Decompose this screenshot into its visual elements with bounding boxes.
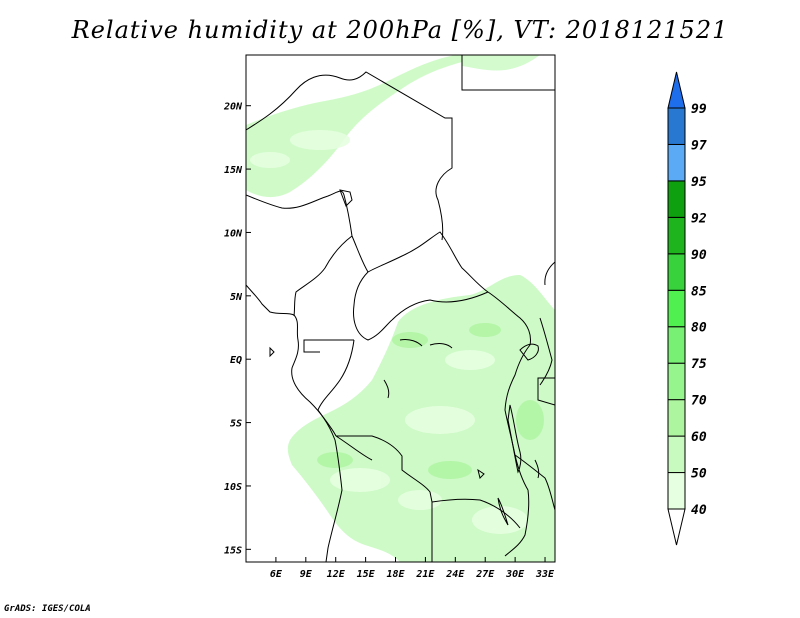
colorbar-segment [667,289,686,328]
lon-tick-label: 18E [386,569,405,580]
colorbar-level-label: 99 [691,102,707,117]
colorbar-level-label: 92 [691,211,707,226]
lon-tick-label: 27E [475,569,495,580]
lon-tick-label: 9E [300,569,313,580]
colorbar-high-triangle [667,71,686,109]
west-coastline [246,284,343,562]
colorbar-segment [667,326,686,364]
lon-tick-label: 24E [445,569,465,580]
footer-credit: GrADS: IGES/COLA [4,604,91,614]
colorbar-level-label: 97 [691,138,707,153]
lon-tick-label: 15E [357,569,376,580]
lat-tick-label: 5S [230,419,242,430]
colorbar-level-label: 70 [691,394,707,409]
colorbar-level-label: 95 [691,175,707,190]
lat-tick-label: 15S [224,545,242,556]
lon-tick-label: 33E [535,569,555,580]
colorbar-segment [667,143,686,182]
colorbar-level-label: 90 [691,248,707,263]
map-title: Relative humidity at 200hPa [%], VT: 201… [71,16,729,44]
lon-tick-label: 30E [505,569,525,580]
lat-tick-label: 10N [224,228,243,239]
lat-tick-label: EQ [230,355,242,366]
lat-tick-label: 10S [224,482,242,493]
colorbar-segment [667,435,686,474]
colorbar-low-triangle [667,508,686,546]
colorbar-segment [667,180,686,218]
colorbar-segment [667,253,686,291]
shaded-region-north-topright [462,55,540,71]
axis-ticks: 6E 9E 12E 15E 18E 21E 24E 27E 30E 33E 20N 15N 10N 5N E… [223,102,555,580]
lat-tick-label: 5N [230,292,243,303]
country-borders [246,55,555,562]
light-shading-patches [250,130,528,534]
colorbar-level-label: 75 [691,357,707,372]
lat-tick-label: 15N [224,165,243,176]
colorbar-segment [667,216,686,255]
colorbar-segment [667,399,686,437]
lon-tick-label: 21E [415,569,435,580]
colorbar-segment [667,107,686,145]
colorbar-level-label: 50 [691,467,707,482]
lon-tick-label: 6E [270,569,283,580]
lon-tick-label: 12E [327,569,346,580]
colorbar-level-label: 80 [691,321,707,336]
colorbar-level-label: 60 [691,430,707,445]
colorbar-level-label: 85 [691,284,707,299]
map-frame [245,54,556,563]
humidity-shading [246,55,555,562]
lat-tick-label: 20N [223,102,243,113]
colorbar-segment [667,472,686,510]
colorbar: 40 50 60 70 75 80 85 90 92 95 97 99 [667,71,707,546]
colorbar-level-label: 40 [691,503,707,518]
colorbar-segment [667,362,686,401]
shaded-region-northwest [246,55,462,198]
